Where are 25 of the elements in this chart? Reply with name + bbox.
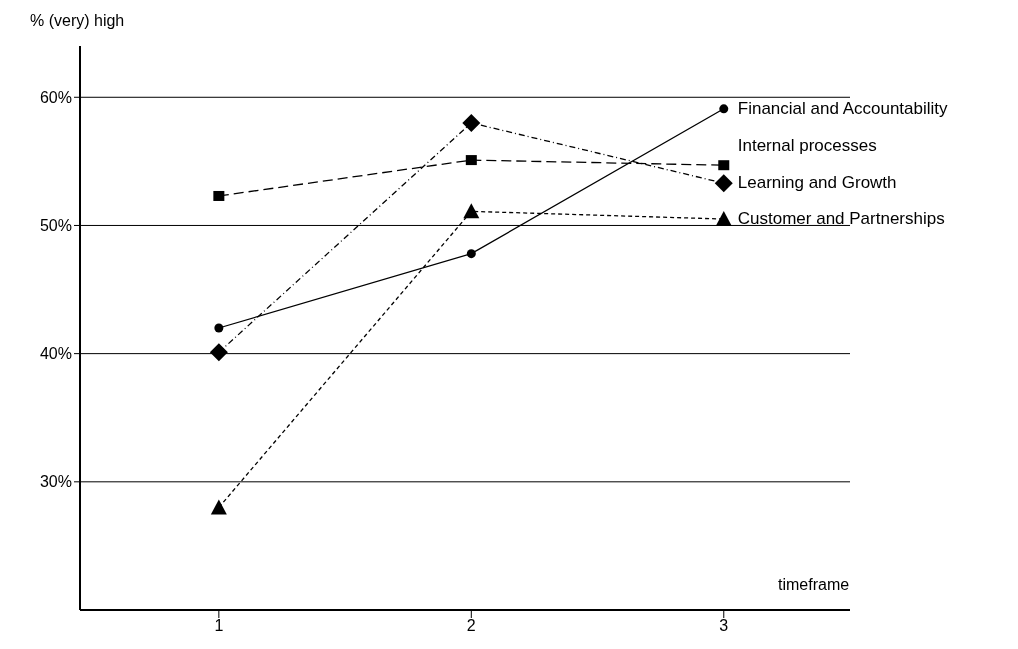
point	[462, 113, 481, 132]
point	[718, 160, 730, 171]
y-tick-label: 60%	[39, 88, 72, 106]
y-tick-label: 30%	[39, 473, 72, 491]
series-label: Learning and Growth	[737, 173, 897, 193]
y-tick-label: 50%	[39, 217, 72, 235]
point	[210, 499, 227, 515]
x-tick-label: 1	[214, 617, 224, 635]
series-label: Internal processes	[737, 136, 877, 156]
x-axis-title: timeframe	[778, 576, 850, 594]
point	[209, 343, 228, 362]
point	[719, 104, 729, 114]
y-axis-title: % (very) high	[30, 12, 125, 30]
x-tick-label: 3	[719, 617, 729, 635]
point	[465, 155, 477, 166]
point	[714, 174, 733, 193]
series-label: Customer and Partnerships	[737, 209, 945, 229]
point	[213, 190, 225, 201]
point	[715, 211, 732, 227]
y-tick-label: 40%	[39, 345, 72, 363]
series-label: Financial and Accountability	[737, 98, 949, 118]
point	[463, 203, 480, 219]
point	[466, 249, 476, 259]
x-tick-label: 2	[466, 617, 476, 635]
point	[214, 323, 224, 333]
